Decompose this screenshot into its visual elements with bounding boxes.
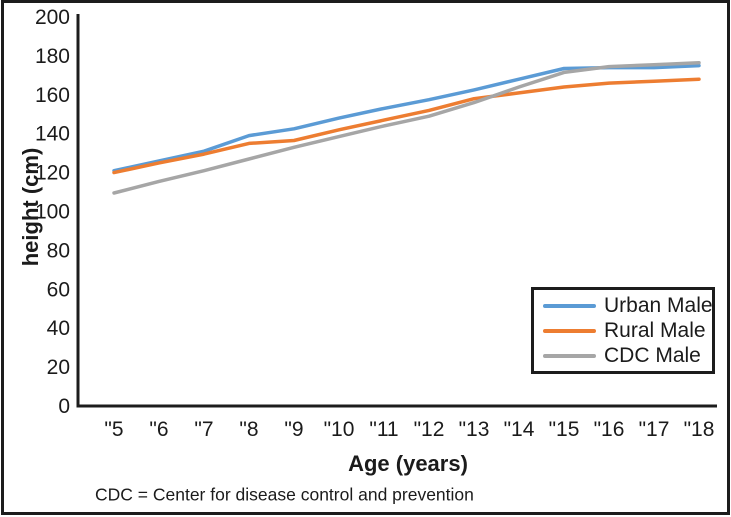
svg-text:"10: "10 [324, 418, 355, 441]
svg-text:"17: "17 [639, 418, 670, 441]
svg-text:120: 120 [35, 162, 70, 185]
svg-text:"13: "13 [459, 418, 490, 441]
legend-item-cdc-male: CDC Male [543, 345, 712, 366]
svg-text:160: 160 [35, 84, 70, 107]
svg-text:200: 200 [35, 6, 70, 29]
svg-text:140: 140 [35, 123, 70, 146]
svg-text:"8: "8 [239, 418, 258, 441]
footnote-cdc-definition: CDC = Center for disease control and pre… [95, 484, 474, 505]
svg-text:"5: "5 [104, 418, 123, 441]
urban-male-line-swatch-icon [543, 303, 596, 308]
svg-text:0: 0 [58, 395, 70, 418]
svg-text:"9: "9 [284, 418, 303, 441]
svg-text:"12: "12 [414, 418, 445, 441]
svg-text:"18: "18 [684, 418, 715, 441]
svg-text:20: 20 [47, 356, 70, 379]
svg-text:"15: "15 [549, 418, 580, 441]
y-axis-title: height (cm) [18, 147, 43, 267]
svg-text:40: 40 [47, 317, 70, 340]
svg-text:80: 80 [47, 239, 70, 262]
svg-text:"6: "6 [149, 418, 168, 441]
cdc-male-line-swatch-icon [543, 353, 596, 358]
svg-text:"11: "11 [369, 418, 398, 441]
chart-legend: Urban Male Rural Male CDC Male [531, 287, 715, 374]
svg-text:100: 100 [35, 201, 70, 224]
legend-label-rural-male: Rural Male [604, 319, 706, 342]
svg-text:60: 60 [47, 278, 70, 301]
legend-label-cdc-male: CDC Male [604, 344, 701, 367]
rural-male-line-swatch-icon [543, 328, 596, 333]
svg-text:"14: "14 [504, 418, 535, 441]
x-axis-title: Age (years) [348, 451, 468, 476]
svg-text:"16: "16 [594, 418, 625, 441]
svg-text:180: 180 [35, 45, 70, 68]
svg-text:"7: "7 [194, 418, 213, 441]
legend-item-urban-male: Urban Male [543, 294, 713, 317]
legend-item-rural-male: Rural Male [543, 320, 712, 341]
legend-label-urban-male: Urban Male [604, 294, 713, 317]
